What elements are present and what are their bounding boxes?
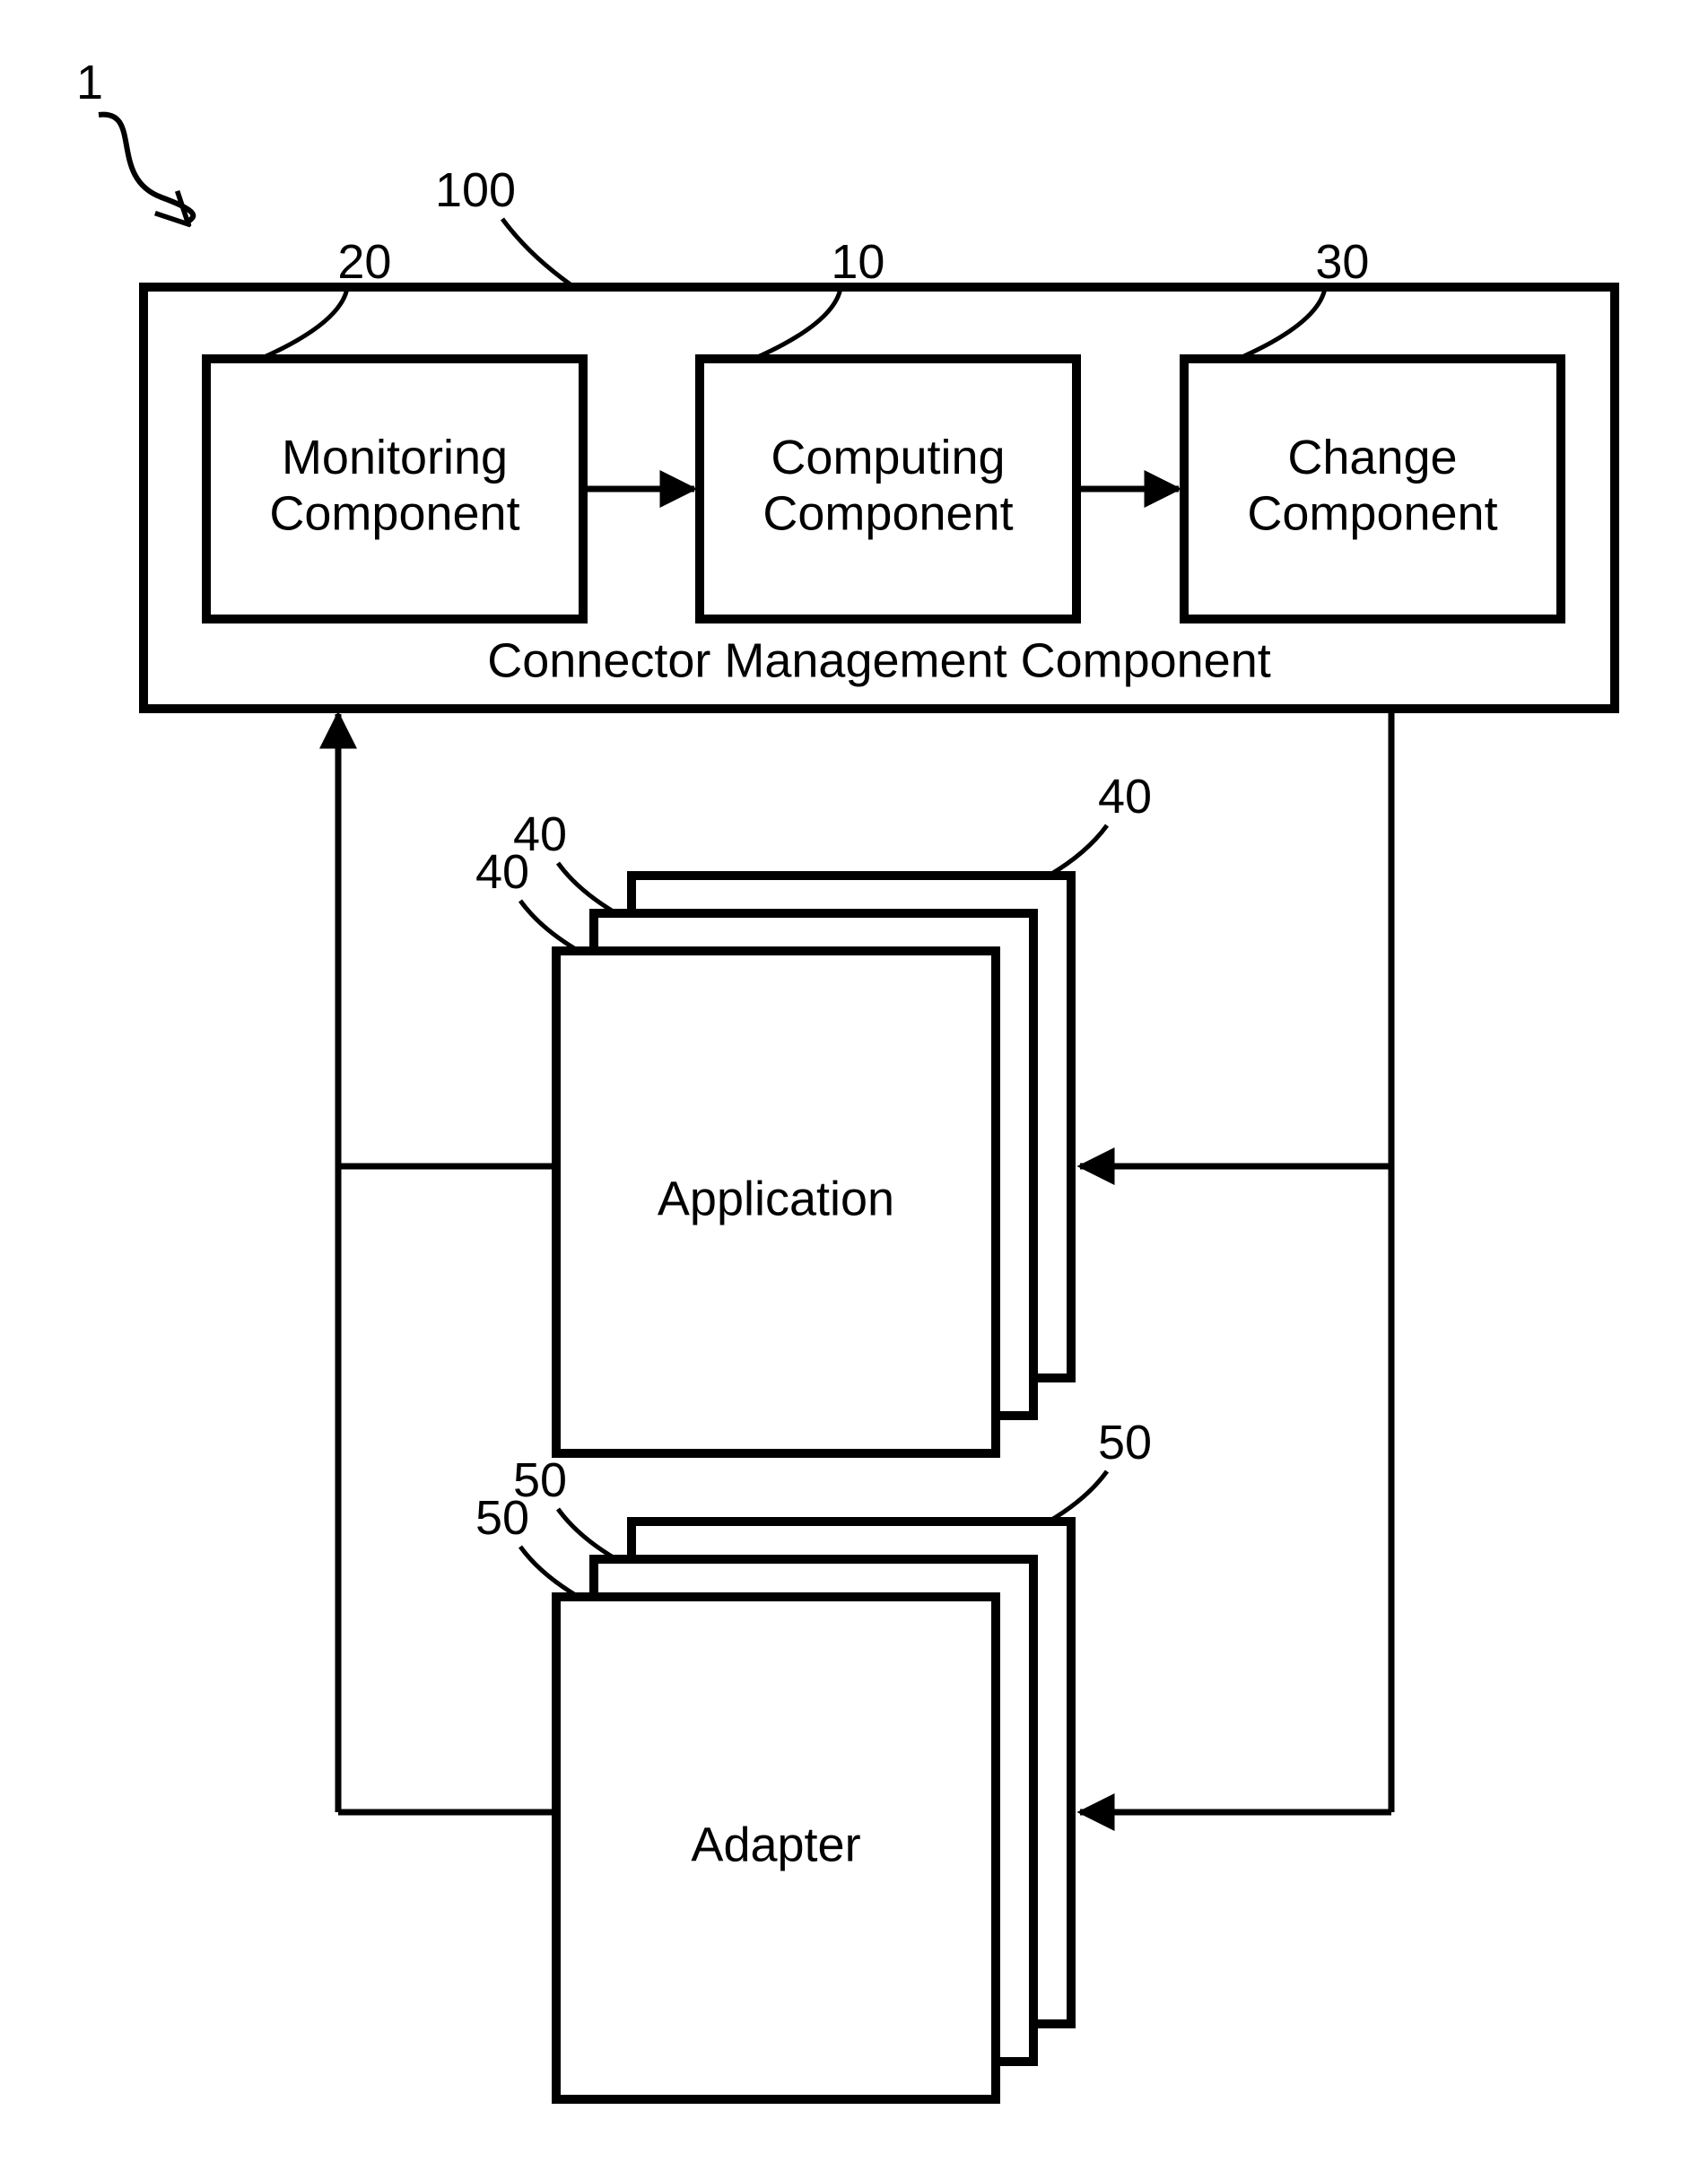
application-number-2: 40 xyxy=(1098,770,1152,824)
change-label-line-0: Change xyxy=(1287,431,1457,484)
adapter-number-2: 50 xyxy=(1098,1416,1152,1469)
adapter-number-1: 50 xyxy=(513,1453,567,1507)
application-number-1: 40 xyxy=(513,807,567,861)
monitoring-label-line-0: Monitoring xyxy=(282,431,508,484)
diagram-root: Connector Management Component Monitoring… xyxy=(0,0,1708,2180)
computing-label-line-0: Computing xyxy=(771,431,1005,484)
application-leader-2 xyxy=(1049,825,1107,876)
adapter-leader-0 xyxy=(520,1547,579,1597)
application-leader-1 xyxy=(558,863,616,913)
adapter-leader-2 xyxy=(1049,1471,1107,1522)
container-number: 100 xyxy=(435,163,516,217)
adapter-label: Adapter xyxy=(691,1818,860,1871)
container-leader xyxy=(502,219,574,287)
system-number-leader xyxy=(99,115,193,224)
connector-management-label: Connector Management Component xyxy=(487,633,1271,687)
application-leader-0 xyxy=(520,901,579,951)
change-number: 30 xyxy=(1315,235,1369,289)
monitoring-number: 20 xyxy=(337,235,391,289)
application-label: Application xyxy=(658,1172,894,1225)
system-number: 1 xyxy=(76,56,103,109)
change-label-line-1: Component xyxy=(1247,486,1497,540)
monitoring-label-line-1: Component xyxy=(269,486,519,540)
adapter-leader-1 xyxy=(558,1509,616,1559)
computing-label-line-1: Component xyxy=(762,486,1013,540)
computing-number: 10 xyxy=(831,235,884,289)
